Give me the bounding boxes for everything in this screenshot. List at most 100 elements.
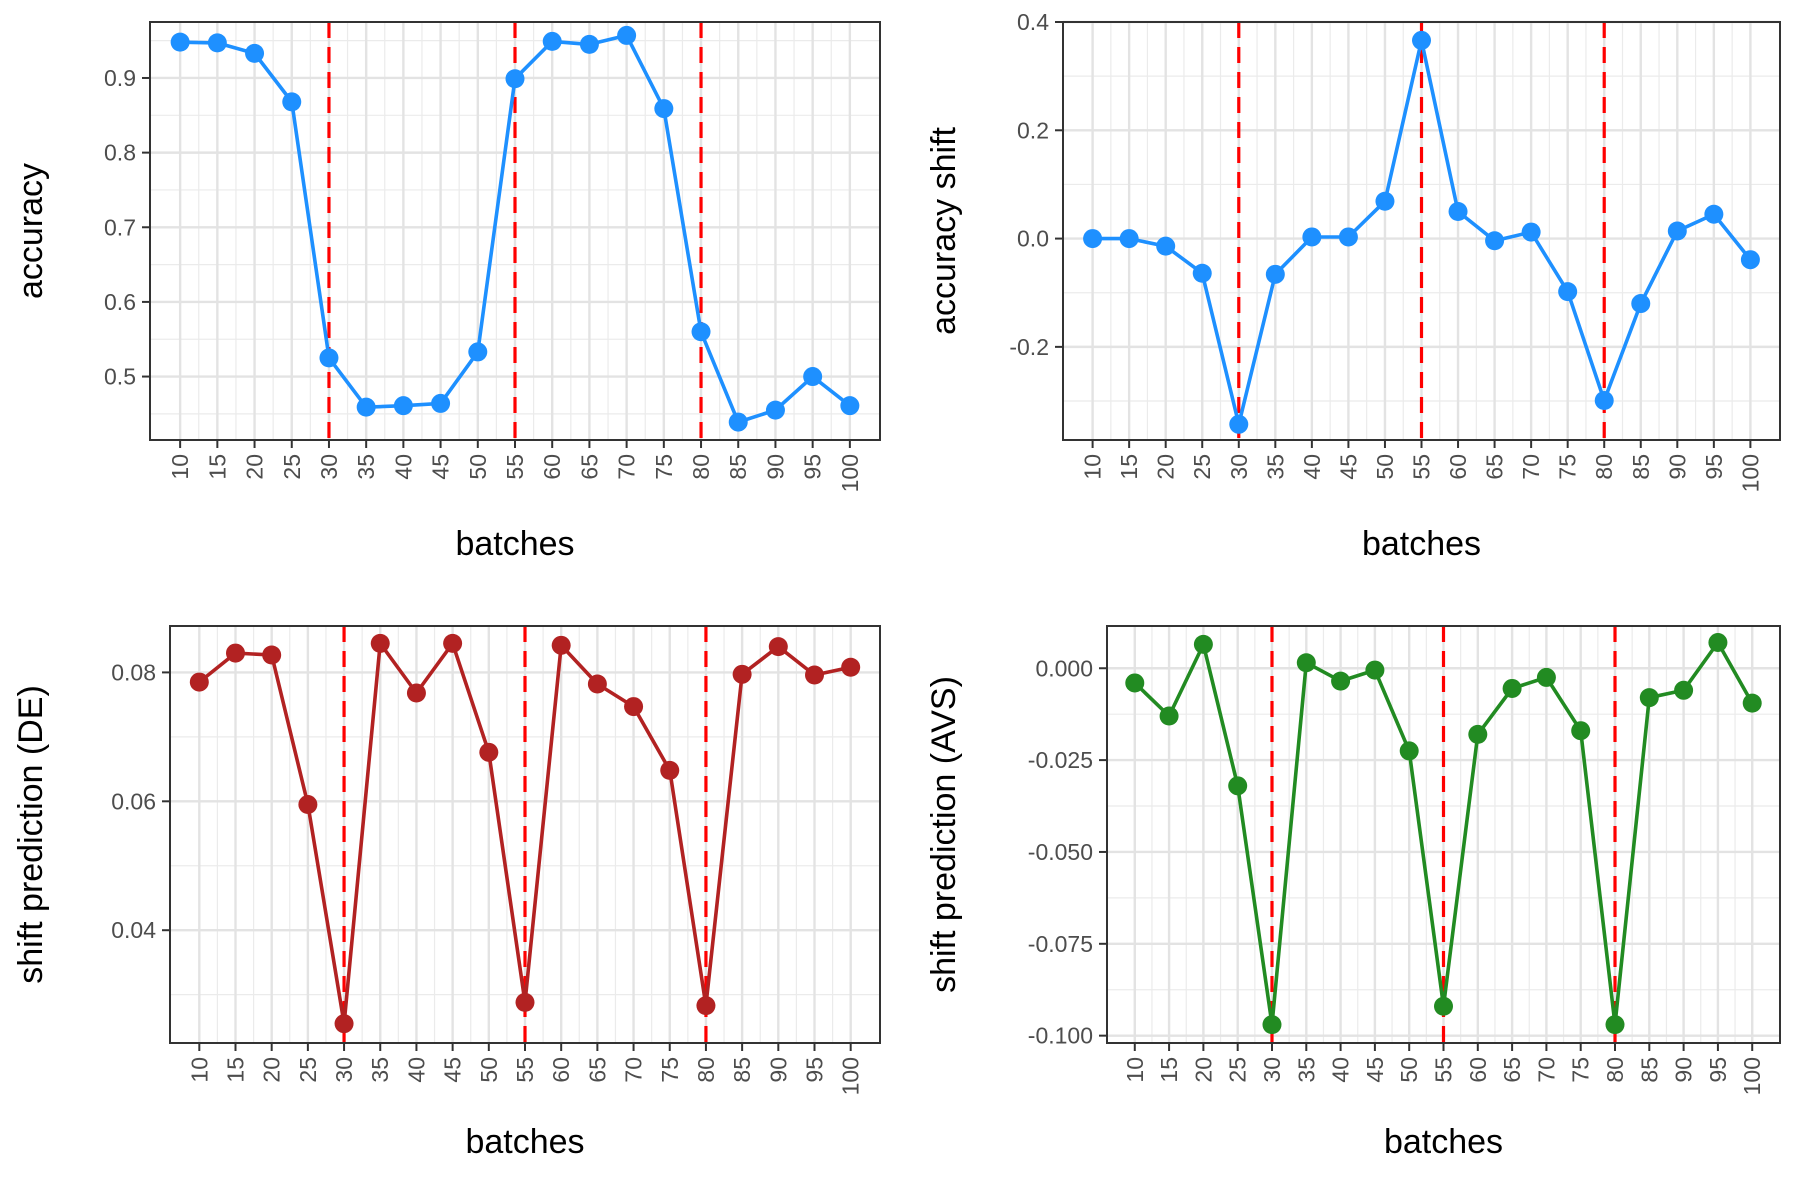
x-tick-label: 65 <box>1482 454 1508 480</box>
x-tick-label: 95 <box>802 1057 828 1083</box>
x-tick-label: 45 <box>428 454 454 480</box>
data-point <box>1521 222 1541 242</box>
data-point <box>1704 204 1724 224</box>
data-point <box>1639 688 1659 708</box>
data-point <box>1338 227 1358 247</box>
x-axis-title: batches <box>465 1123 584 1161</box>
x-tick-label: 45 <box>1362 1057 1388 1083</box>
data-point <box>1296 653 1316 673</box>
data-point <box>298 795 318 815</box>
chart-panel-2: -0.2 0.0 0.2 0.4 10 15 20 25 30 35 40 45 50 55 60 65 70 7… <box>925 9 1781 563</box>
data-point <box>1536 667 1556 687</box>
data-point <box>579 34 599 54</box>
x-tick-label: 70 <box>1518 454 1544 480</box>
x-tick-label: 50 <box>476 1057 502 1083</box>
data-point <box>617 25 637 45</box>
data-point <box>245 43 265 63</box>
data-point <box>1375 191 1395 211</box>
y-tick-label: 0.08 <box>111 659 156 685</box>
x-tick-label: 85 <box>1628 454 1654 480</box>
x-tick-label: 85 <box>725 454 751 480</box>
data-point <box>803 367 823 387</box>
data-point <box>334 1014 354 1034</box>
y-tick-label: 0.04 <box>111 917 156 943</box>
data-point <box>1262 1015 1282 1035</box>
data-point <box>1605 1015 1625 1035</box>
x-tick-label: 100 <box>1739 1057 1765 1095</box>
x-tick-label: 55 <box>1431 1057 1457 1083</box>
data-point <box>841 657 861 677</box>
data-point <box>1119 229 1139 249</box>
x-tick-label: 20 <box>1190 1057 1216 1083</box>
x-tick-label: 30 <box>316 454 342 480</box>
data-point <box>443 633 463 653</box>
x-tick-label: 40 <box>390 454 416 480</box>
x-tick-label: 85 <box>1636 1057 1662 1083</box>
x-axis-title: batches <box>1384 1123 1503 1161</box>
x-tick-label: 20 <box>259 1057 285 1083</box>
x-tick-label: 95 <box>800 454 826 480</box>
x-tick-label: 25 <box>1189 454 1215 480</box>
data-point <box>1448 202 1468 222</box>
data-point <box>551 635 571 655</box>
x-tick-label: 75 <box>1568 1057 1594 1083</box>
data-point <box>1708 633 1728 653</box>
data-point <box>840 396 860 416</box>
x-tick-label: 90 <box>762 454 788 480</box>
y-tick-label: 0.8 <box>104 140 136 166</box>
data-point <box>732 664 752 684</box>
data-point <box>1558 282 1578 302</box>
x-tick-label: 10 <box>1080 454 1106 480</box>
y-tick-label: 0.4 <box>1017 9 1049 35</box>
x-tick-label: 85 <box>729 1057 755 1083</box>
x-tick-label: 65 <box>1499 1057 1525 1083</box>
data-point <box>768 637 788 657</box>
x-tick-label: 35 <box>1293 1057 1319 1083</box>
x-tick-label: 80 <box>1591 454 1617 480</box>
data-point <box>765 400 785 420</box>
x-tick-label: 30 <box>1259 1057 1285 1083</box>
x-tick-label: 15 <box>222 1057 248 1083</box>
x-tick-label: 65 <box>576 454 602 480</box>
x-tick-label: 40 <box>1299 454 1325 480</box>
data-point <box>542 31 562 51</box>
x-tick-label: 25 <box>295 1057 321 1083</box>
x-tick-label: 80 <box>688 454 714 480</box>
x-tick-label: 70 <box>621 1057 647 1083</box>
y-axis-title: shift prediction (DE) <box>12 685 50 984</box>
data-point <box>262 645 282 665</box>
x-tick-label: 30 <box>331 1057 357 1083</box>
data-point <box>225 643 245 663</box>
data-point <box>1594 390 1614 410</box>
y-tick-label: 0.06 <box>111 788 156 814</box>
data-point <box>431 393 451 413</box>
data-point <box>1156 236 1176 256</box>
x-tick-label: 15 <box>1116 454 1142 480</box>
data-point <box>1485 231 1505 251</box>
y-tick-label: 0.7 <box>104 214 136 240</box>
data-point <box>393 396 413 416</box>
x-tick-label: 20 <box>242 454 268 480</box>
data-point <box>696 996 716 1016</box>
data-point <box>1674 680 1694 700</box>
data-point <box>1331 671 1351 691</box>
x-tick-label: 80 <box>693 1057 719 1083</box>
x-tick-label: 45 <box>440 1057 466 1083</box>
data-point <box>805 665 825 685</box>
data-point <box>691 322 711 342</box>
data-point <box>1228 776 1248 796</box>
data-point <box>1265 264 1285 284</box>
y-axis-title: shift prediction (AVS) <box>925 676 963 993</box>
chart-panel-4: -0.100 -0.075 -0.050 -0.025 0.000 10 15 20 25 30 3… <box>925 625 1781 1161</box>
x-tick-label: 65 <box>584 1057 610 1083</box>
x-tick-label: 30 <box>1226 454 1252 480</box>
data-point <box>406 683 426 703</box>
data-point <box>660 760 680 780</box>
data-point <box>1412 30 1431 50</box>
y-tick-label: 0.0 <box>1017 226 1049 252</box>
x-tick-label: 50 <box>1396 1057 1422 1083</box>
data-point <box>1365 660 1385 680</box>
y-tick-label: 0.5 <box>104 364 136 390</box>
y-tick-label: 0.000 <box>1035 655 1093 681</box>
